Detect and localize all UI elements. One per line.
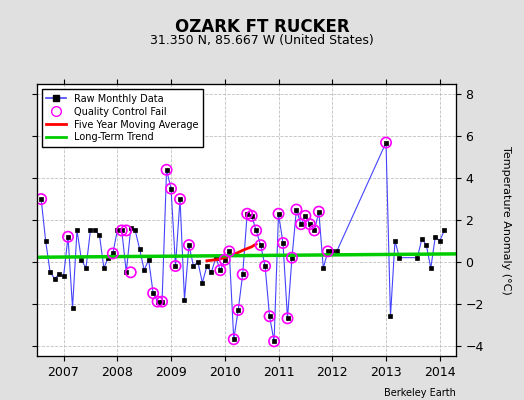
- Quality Control Fail: [216, 267, 224, 274]
- Quality Control Fail: [283, 315, 292, 322]
- Quality Control Fail: [108, 250, 117, 257]
- Quality Control Fail: [37, 196, 46, 202]
- Quality Control Fail: [297, 221, 305, 227]
- Quality Control Fail: [122, 227, 130, 234]
- Quality Control Fail: [171, 263, 180, 269]
- Quality Control Fail: [126, 269, 135, 276]
- Raw Monthly Data: [150, 291, 156, 296]
- Y-axis label: Temperature Anomaly (°C): Temperature Anomaly (°C): [500, 146, 511, 294]
- Quality Control Fail: [243, 210, 252, 217]
- Quality Control Fail: [221, 256, 229, 263]
- Quality Control Fail: [162, 166, 171, 173]
- Raw Monthly Data: [271, 339, 277, 344]
- Quality Control Fail: [292, 206, 301, 213]
- Quality Control Fail: [230, 336, 238, 342]
- Quality Control Fail: [305, 221, 314, 227]
- Quality Control Fail: [149, 290, 157, 296]
- Five Year Moving Average: [253, 242, 259, 246]
- Line: Five Year Moving Average: Five Year Moving Average: [207, 244, 256, 261]
- Quality Control Fail: [270, 338, 278, 344]
- Quality Control Fail: [247, 213, 256, 219]
- Quality Control Fail: [314, 208, 323, 215]
- Five Year Moving Average: [248, 244, 255, 249]
- Five Year Moving Average: [213, 257, 219, 262]
- Quality Control Fail: [158, 298, 166, 305]
- Quality Control Fail: [275, 210, 283, 217]
- Five Year Moving Average: [204, 258, 210, 263]
- Line: Raw Monthly Data: Raw Monthly Data: [39, 141, 446, 343]
- Quality Control Fail: [310, 227, 319, 234]
- Quality Control Fail: [154, 298, 162, 305]
- Quality Control Fail: [288, 254, 296, 261]
- Text: OZARK FT RUCKER: OZARK FT RUCKER: [174, 18, 350, 36]
- Raw Monthly Data: [213, 255, 219, 260]
- Raw Monthly Data: [441, 228, 447, 233]
- Quality Control Fail: [238, 271, 247, 278]
- Quality Control Fail: [185, 242, 193, 248]
- Raw Monthly Data: [38, 197, 45, 202]
- Raw Monthly Data: [186, 243, 192, 248]
- Five Year Moving Average: [222, 255, 228, 260]
- Quality Control Fail: [176, 196, 184, 202]
- Raw Monthly Data: [383, 140, 389, 145]
- Quality Control Fail: [234, 307, 243, 313]
- Quality Control Fail: [117, 227, 126, 234]
- Quality Control Fail: [279, 240, 287, 246]
- Quality Control Fail: [225, 248, 233, 254]
- Raw Monthly Data: [60, 274, 67, 279]
- Quality Control Fail: [382, 139, 390, 146]
- Raw Monthly Data: [96, 232, 103, 237]
- Quality Control Fail: [256, 242, 265, 248]
- Quality Control Fail: [64, 234, 72, 240]
- Quality Control Fail: [261, 263, 269, 269]
- Quality Control Fail: [324, 248, 332, 254]
- Text: Berkeley Earth: Berkeley Earth: [384, 388, 456, 398]
- Legend: Raw Monthly Data, Quality Control Fail, Five Year Moving Average, Long-Term Tren: Raw Monthly Data, Quality Control Fail, …: [41, 89, 203, 147]
- Quality Control Fail: [252, 227, 260, 234]
- Quality Control Fail: [265, 313, 274, 320]
- Five Year Moving Average: [231, 252, 237, 257]
- Quality Control Fail: [167, 186, 175, 192]
- Text: 31.350 N, 85.667 W (United States): 31.350 N, 85.667 W (United States): [150, 34, 374, 47]
- Raw Monthly Data: [289, 255, 295, 260]
- Five Year Moving Average: [239, 248, 246, 253]
- Quality Control Fail: [301, 213, 310, 219]
